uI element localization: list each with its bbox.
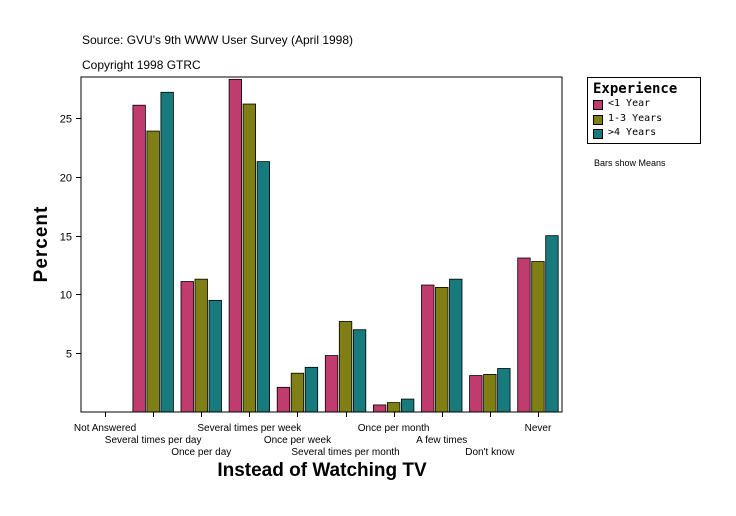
- bar: [208, 299, 222, 413]
- bar: [276, 386, 291, 413]
- bar: [483, 373, 497, 413]
- x-tick-label: Several times per week: [197, 423, 302, 434]
- bar: [449, 278, 463, 413]
- legend-swatch: [593, 129, 603, 139]
- x-axis-label: Instead of Watching TV: [217, 460, 427, 481]
- legend-title: Experience: [593, 81, 678, 97]
- bar: [545, 235, 559, 413]
- x-tick-label: Once per day: [171, 447, 231, 458]
- bar: [435, 287, 449, 413]
- legend-label: 1-3 Years: [608, 113, 663, 124]
- bar: [324, 355, 339, 413]
- bar: [290, 372, 305, 413]
- x-tick-label: Once per week: [264, 435, 332, 446]
- bar: [160, 91, 174, 413]
- bar: [531, 261, 545, 413]
- copyright-caption: Copyright 1998 GTRC: [82, 58, 201, 72]
- bar: [386, 402, 401, 413]
- x-tick-label: Not Answered: [74, 423, 136, 434]
- bar: [132, 104, 146, 413]
- bar: [497, 368, 511, 413]
- x-tick-label: Several times per day: [105, 435, 202, 446]
- bar: [146, 130, 160, 413]
- x-tick-label: Never: [525, 423, 552, 434]
- y-tick-label: 15: [60, 232, 72, 244]
- legend-swatch: [593, 100, 603, 110]
- x-tick-label: Several times per month: [291, 447, 399, 458]
- bar: [194, 278, 208, 413]
- bar: [338, 321, 353, 413]
- bar: [517, 257, 531, 413]
- bar: [180, 281, 194, 413]
- bar: [352, 329, 367, 413]
- plot-frame: [80, 76, 563, 413]
- y-axis-label: Percent: [31, 206, 52, 283]
- bar: [242, 103, 257, 413]
- legend-label: >4 Years: [608, 127, 657, 138]
- bar: [256, 161, 271, 413]
- legend-swatch: [593, 115, 603, 125]
- y-tick-label: 20: [60, 173, 72, 185]
- x-tick-label: Once per month: [358, 423, 430, 434]
- legend-label: <1 Year: [608, 98, 651, 109]
- bar: [304, 366, 319, 413]
- x-tick-label: A few times: [416, 435, 467, 446]
- y-tick-label: 5: [66, 349, 72, 361]
- legend: Experience <1 Year 1-3 Years >4 Years: [587, 77, 701, 144]
- x-tick-label: Don't know: [465, 447, 515, 458]
- bar: [421, 284, 435, 413]
- bar: [400, 398, 415, 413]
- bar: [372, 404, 387, 413]
- bar: [228, 78, 243, 413]
- bar: [469, 375, 483, 413]
- y-tick-label: 25: [60, 114, 72, 126]
- bars-note: Bars show Means: [594, 158, 666, 168]
- source-caption: Source: GVU's 9th WWW User Survey (April…: [82, 33, 354, 47]
- y-tick-label: 10: [60, 290, 72, 302]
